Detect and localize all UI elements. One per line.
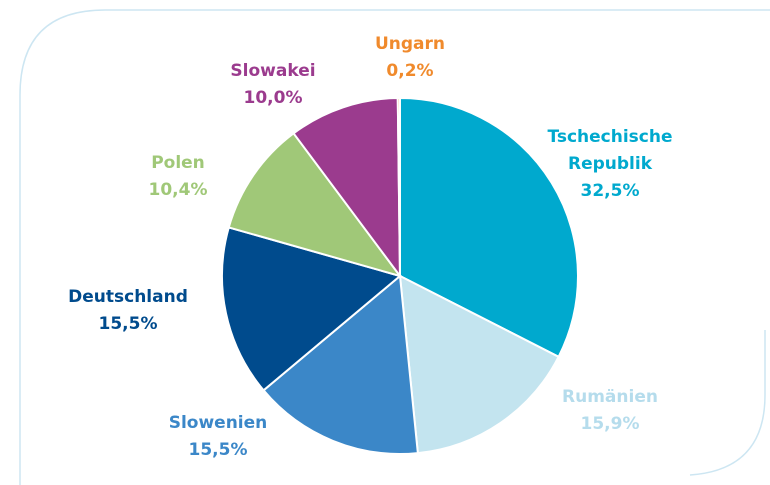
slice-label: Ungarn 0,2% xyxy=(335,31,485,85)
slice-label: Rumänien 15,9% xyxy=(535,384,685,438)
value-label: 10,4% xyxy=(148,180,208,200)
category-label: Rumänien xyxy=(562,387,658,407)
pie-slice xyxy=(399,96,579,359)
frame-line xyxy=(19,9,770,485)
slice-label: Slowakei 10,0% xyxy=(198,58,348,112)
slice-label: Polen 10,4% xyxy=(103,150,253,204)
category-label: Polen xyxy=(151,153,205,173)
pie-slice xyxy=(262,274,419,455)
slice-label: Deutschland 15,5% xyxy=(53,284,203,338)
category-label: Slowenien xyxy=(168,413,268,433)
pie-slice xyxy=(398,274,560,455)
slice-label: Tschechische Republik 32,5% xyxy=(545,124,675,205)
value-label: 15,5% xyxy=(188,440,248,460)
category-label: Tschechische Republik xyxy=(547,127,673,174)
pie-slice xyxy=(227,131,403,278)
value-label: 10,0% xyxy=(243,88,303,108)
category-label: Deutschland xyxy=(68,287,188,307)
value-label: 15,5% xyxy=(98,314,158,334)
slice-label: Slowenien 15,5% xyxy=(143,410,293,464)
category-label: Ungarn xyxy=(374,34,446,54)
value-label: 0,2% xyxy=(386,61,434,81)
pie-slice xyxy=(292,97,402,280)
frame-line xyxy=(689,330,766,476)
pie-slice xyxy=(221,226,403,392)
category-label: Slowakei xyxy=(230,61,316,81)
value-label: 32,5% xyxy=(580,181,640,201)
value-label: 15,9% xyxy=(580,414,640,434)
pie-slice xyxy=(396,96,401,277)
